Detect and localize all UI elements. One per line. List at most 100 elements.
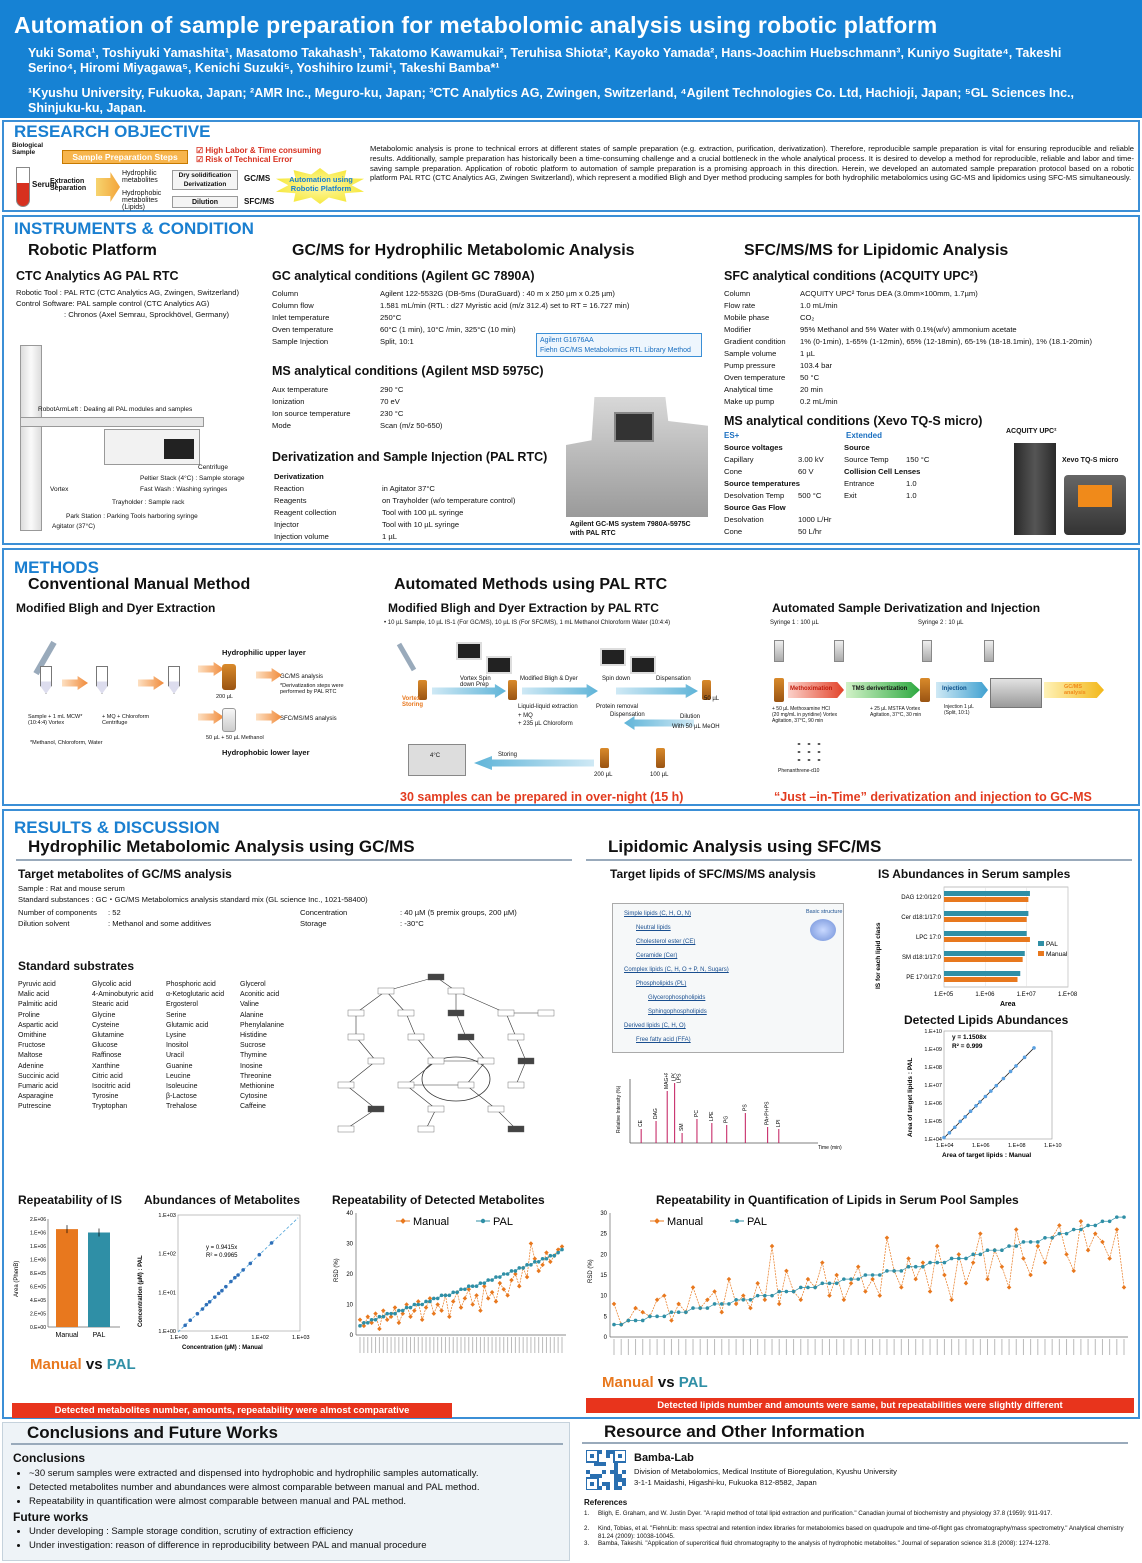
qr-code-icon[interactable]: [586, 1450, 626, 1490]
syringe-tool-icon: [774, 640, 784, 662]
x-tick-label-placeholder: [886, 1339, 888, 1355]
data-point: [1014, 1064, 1018, 1068]
step-arrow: [846, 682, 920, 698]
point-manual: [726, 1276, 732, 1282]
gc-caption1: Agilent GC-MS system 7980A-5975C: [570, 521, 691, 528]
point-pal: [626, 1318, 631, 1323]
x-tick-label: 1.E+02: [251, 1335, 269, 1341]
x-tick-label-placeholder: [793, 1339, 795, 1355]
x-tick-label-placeholder: [1123, 1339, 1125, 1355]
pathway-node: [407, 1033, 425, 1041]
label-robotarm: RobotArmLeft : Dealing all PAL modules a…: [38, 406, 193, 413]
point-pal: [791, 1289, 796, 1294]
point-pal: [1122, 1215, 1126, 1219]
condition-key: Reagent collection: [274, 508, 337, 517]
syringe-tool-icon: [834, 640, 844, 662]
dry-box: Dry solidification Derivatization: [172, 170, 238, 190]
label-peltier: Peltier Stack (4°C) : Sample storage: [140, 475, 245, 482]
x-tick-label-placeholder: [764, 1339, 766, 1355]
point-pal: [548, 1253, 553, 1258]
pathway-node: [487, 1105, 505, 1113]
point-manual: [462, 1296, 468, 1301]
pathway-node: [397, 1081, 415, 1089]
point-manual: [1100, 1239, 1105, 1245]
point-manual: [633, 1305, 638, 1311]
qr-finder-dot: [590, 1454, 594, 1458]
data-point: [963, 1115, 967, 1119]
pathway-node: [337, 1081, 355, 1089]
x-tick-label-placeholder: [979, 1339, 981, 1355]
x-tick-label-placeholder: [1109, 1339, 1111, 1355]
x-tick-label-placeholder: [814, 1339, 816, 1355]
robot-heading: Robotic Platform: [28, 242, 157, 259]
y-tick-label: 1.E+01: [158, 1290, 176, 1296]
auto-step-label: 50 µL: [704, 696, 720, 702]
point-manual: [540, 1262, 545, 1268]
substrate-item: Fumaric acid: [18, 1082, 59, 1090]
substrate-item: Adenine: [18, 1062, 44, 1070]
condition-key: Source Temp: [844, 455, 889, 464]
substrate-item: Isocitric acid: [92, 1082, 131, 1090]
condition-value: 250°C: [380, 313, 402, 322]
x-tick-label-placeholder: [561, 1337, 563, 1353]
process-arrow: [198, 662, 224, 676]
point-manual: [1121, 1285, 1127, 1290]
substrate-item: Glucose: [92, 1042, 118, 1050]
point-manual: [392, 1305, 398, 1310]
substrate-item: Sucrose: [240, 1042, 266, 1050]
point-pal: [529, 1263, 533, 1267]
x-tick-label-placeholder: [735, 1339, 737, 1355]
point-manual: [423, 1305, 429, 1310]
legend-swatch: [1038, 951, 1044, 956]
auto-step-label: Phenanthrene-d10: [778, 768, 820, 774]
point-pal: [470, 1284, 475, 1288]
condition-value: 60 V: [798, 467, 814, 476]
data-point: [1008, 1069, 1013, 1074]
pathway-edge: [415, 1036, 437, 1062]
gc-ms-sub: MS analytical conditions (Agilent MSD 59…: [272, 364, 544, 378]
gcms-mini-icon: [990, 678, 1042, 708]
ref-number: 2.: [584, 1525, 590, 1532]
qr-cell: [614, 1474, 618, 1478]
gcms-label: GC/MS: [244, 174, 271, 183]
results-title: RESULTS & DISCUSSION: [14, 818, 220, 837]
point-manual: [1013, 1227, 1019, 1232]
conclusions-section: Conclusions and Future Works Conclusions…: [2, 1422, 570, 1561]
condition-key: Exit: [844, 491, 857, 500]
heading-underline-right: [586, 859, 1132, 861]
x-tick-label-placeholder: [1001, 1339, 1003, 1355]
ab-met-title: Abundances of Metabolites: [144, 1193, 301, 1207]
rep-met-chart: 0 10 20 30 40 RSD (%) Manual PAL: [334, 1211, 566, 1353]
point-pal: [482, 1281, 487, 1285]
point-manual: [447, 1314, 452, 1319]
objective-title: RESEARCH OBJECTIVE: [14, 122, 211, 141]
x-tick-label-placeholder: [538, 1337, 540, 1353]
point-manual: [466, 1286, 472, 1292]
substrate-item: Alanine: [240, 1011, 264, 1019]
x-tick-label-placeholder: [1116, 1339, 1118, 1355]
x-tick-label-placeholder: [375, 1337, 377, 1353]
substrate-item: Inosine: [240, 1062, 263, 1070]
point-pal: [1021, 1240, 1026, 1244]
x-tick-label-placeholder: [371, 1337, 373, 1353]
peak-label: CE: [638, 1119, 644, 1127]
conv-mq: + MQ + Chloroform Centrifuge: [102, 714, 150, 726]
point-pal: [490, 1278, 494, 1282]
x-tick-label: 1.E+08: [1058, 992, 1078, 998]
label-agitator: Agitator (37°C): [52, 523, 96, 530]
y-tick-label: 1.E+10: [924, 1029, 942, 1035]
condition-value: 1 µL: [382, 532, 397, 541]
methods-section: METHODS Conventional Manual Method Autom…: [2, 548, 1140, 806]
affiliations: ¹Kyushu University, Fukuoka, Japan; ²AMR…: [28, 86, 1075, 115]
pathway-edge: [465, 1084, 497, 1110]
target-sample: Sample : Rat and mouse serum: [18, 884, 125, 893]
point-pal: [439, 1293, 444, 1298]
serum-label: Serum: [32, 180, 57, 189]
conv-upper: Hydrophilic upper layer: [222, 648, 306, 657]
data-point: [207, 1299, 212, 1304]
clear-vial-icon: [222, 708, 236, 732]
x-tick-label-placeholder: [522, 1337, 524, 1353]
x-tick-label-placeholder: [378, 1337, 380, 1353]
condition-key: Pump pressure: [724, 361, 776, 370]
x-tick-label: 1.E+10: [1044, 1143, 1062, 1149]
